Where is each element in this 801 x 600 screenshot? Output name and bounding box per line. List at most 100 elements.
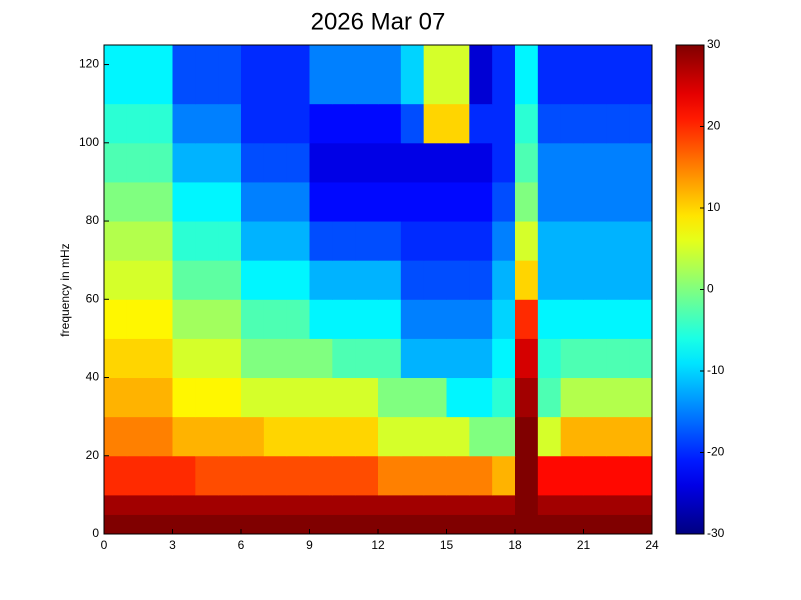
heatmap-cell [286,260,310,300]
heatmap-cell [492,221,516,261]
y-tick-label: 60 [86,291,100,305]
x-tick-label: 0 [101,538,108,552]
heatmap-cell [583,221,607,261]
heatmap-cell [469,377,493,418]
heatmap-cell [560,260,584,300]
heatmap-cell [195,514,219,535]
heatmap-cell [378,416,402,457]
heatmap-cell [400,494,425,515]
colorbar-tick-label: -20 [707,445,725,459]
heatmap-cell [126,103,151,144]
heatmap-cell [446,221,470,261]
heatmap-cell [149,181,173,222]
heatmap-cell [286,377,310,418]
heatmap-cell [241,142,265,183]
heatmap-cell [218,260,242,300]
heatmap-cell [332,45,356,105]
heatmap-cell [172,299,196,339]
heatmap-cell [378,260,402,300]
heatmap-cell [378,45,402,105]
heatmap-cell [583,45,607,105]
heatmap-cell [149,142,173,183]
heatmap-cell [126,45,151,105]
heatmap-cell [537,455,562,496]
heatmap-cell [332,260,356,300]
colorbar-tick-label: 20 [707,119,721,133]
colorbar-tick-label: 0 [707,282,714,296]
heatmap-cell [492,299,516,339]
heatmap-cell [378,181,402,222]
heatmap-cell [195,181,219,222]
heatmap-cell [469,338,493,379]
heatmap-cell [241,299,265,339]
heatmap-cell [332,181,356,222]
heatmap-cell [537,103,562,144]
heatmap-cell [515,221,539,261]
heatmap-cell [583,416,607,457]
heatmap-cell [332,455,356,496]
heatmap-cell [606,181,630,222]
heatmap-cell [400,142,425,183]
heatmap-cell [241,514,265,535]
heatmap-cell [355,221,379,261]
heatmap-cell [560,142,584,183]
heatmap-cell [378,494,402,515]
heatmap-cell [149,455,173,496]
heatmap-cell [172,221,196,261]
heatmap-cell [332,221,356,261]
heatmap-cell [241,494,265,515]
x-tick-label: 3 [169,538,176,552]
heatmap-cell [126,416,151,457]
heatmap-cell [515,260,539,300]
heatmap-cell [400,377,425,418]
heatmap-cell [629,221,653,261]
heatmap-cell [492,514,516,535]
heatmap-cell [286,299,310,339]
heatmap-cell [446,45,470,105]
heatmap-cell [400,455,425,496]
y-tick-label: 100 [79,135,99,149]
heatmap-cell [286,221,310,261]
heatmap-cell [400,221,425,261]
heatmap-cell [104,221,128,261]
heatmap-cell [446,514,470,535]
heatmap-cell [492,416,516,457]
heatmap-cell [355,377,379,418]
heatmap-cell [263,299,288,339]
heatmap-cell [218,455,242,496]
heatmap-cell [104,142,128,183]
heatmap-cell [606,377,630,418]
heatmap-cell [195,338,219,379]
heatmap-cell [126,377,151,418]
heatmap-cell [241,45,265,105]
heatmap-cell [104,416,128,457]
heatmap-cell [537,45,562,105]
heatmap-cell [606,338,630,379]
heatmap-cell [263,45,288,105]
heatmap-cell [446,103,470,144]
heatmap-cell [355,260,379,300]
heatmap-cell [629,142,653,183]
heatmap-cell [423,514,447,535]
heatmap-cell [309,142,333,183]
heatmap-cell [126,494,151,515]
heatmap-cell [172,338,196,379]
heatmap-cell [515,416,539,457]
heatmap-cell [218,416,242,457]
heatmap-cell [515,142,539,183]
colorbar [675,44,705,535]
x-tick-label: 12 [371,538,385,552]
heatmap-cell [172,455,196,496]
heatmap-cell [515,455,539,496]
heatmap-cell [104,45,128,105]
heatmap-cell [560,455,584,496]
heatmap-cell [423,377,447,418]
heatmap-cell [515,103,539,144]
heatmap-cell [560,181,584,222]
heatmap-cell [355,103,379,144]
heatmap-cell [286,514,310,535]
heatmap-cell [423,142,447,183]
heatmap-cell [423,455,447,496]
